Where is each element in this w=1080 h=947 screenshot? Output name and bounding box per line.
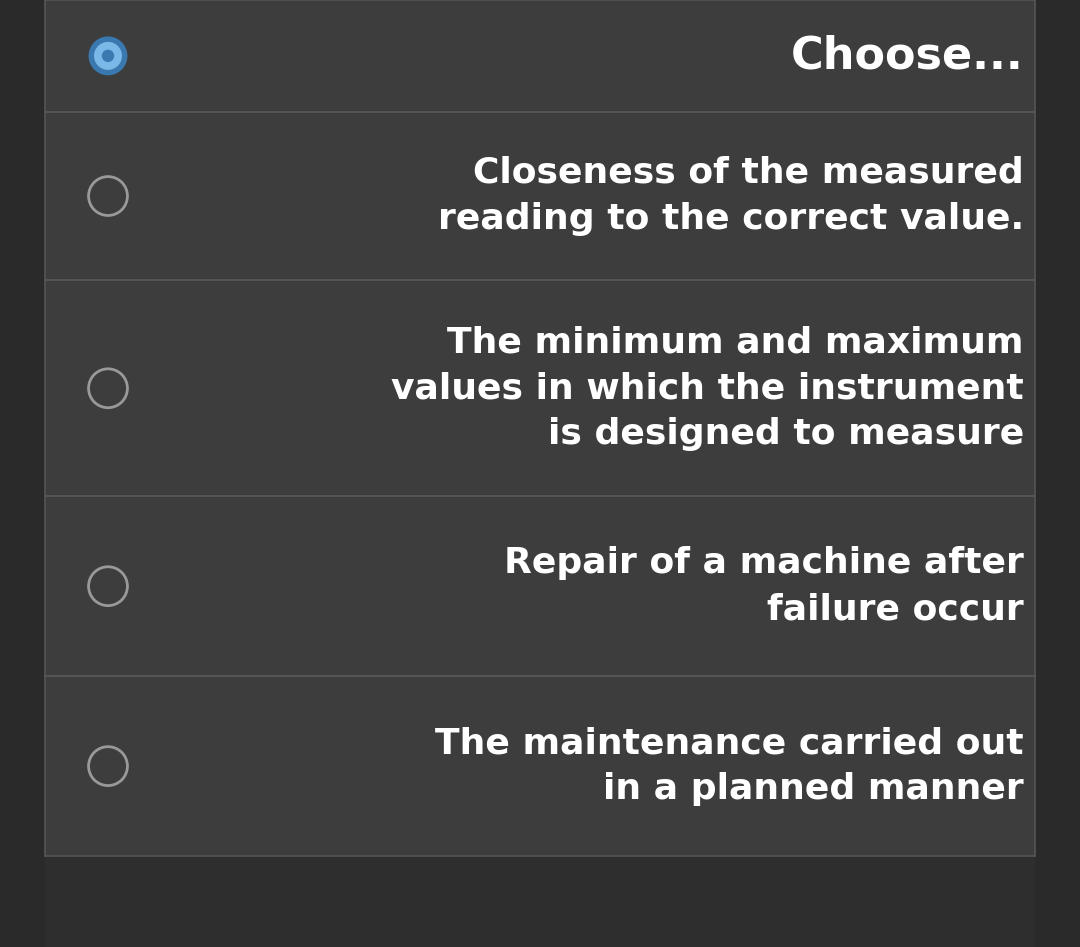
FancyBboxPatch shape bbox=[45, 280, 1035, 496]
Ellipse shape bbox=[102, 49, 114, 63]
FancyBboxPatch shape bbox=[45, 112, 1035, 280]
FancyBboxPatch shape bbox=[45, 0, 1035, 112]
Text: Repair of a machine after
failure occur: Repair of a machine after failure occur bbox=[504, 546, 1024, 626]
Text: Choose...: Choose... bbox=[791, 34, 1024, 78]
Ellipse shape bbox=[89, 36, 127, 76]
FancyBboxPatch shape bbox=[0, 0, 45, 947]
Text: The maintenance carried out
in a planned manner: The maintenance carried out in a planned… bbox=[435, 726, 1024, 806]
Text: The minimum and maximum
values in which the instrument
is designed to measure: The minimum and maximum values in which … bbox=[391, 325, 1024, 452]
FancyBboxPatch shape bbox=[1035, 0, 1080, 947]
FancyBboxPatch shape bbox=[45, 676, 1035, 856]
Ellipse shape bbox=[94, 42, 122, 70]
Text: Closeness of the measured
reading to the correct value.: Closeness of the measured reading to the… bbox=[437, 156, 1024, 236]
FancyBboxPatch shape bbox=[45, 496, 1035, 676]
